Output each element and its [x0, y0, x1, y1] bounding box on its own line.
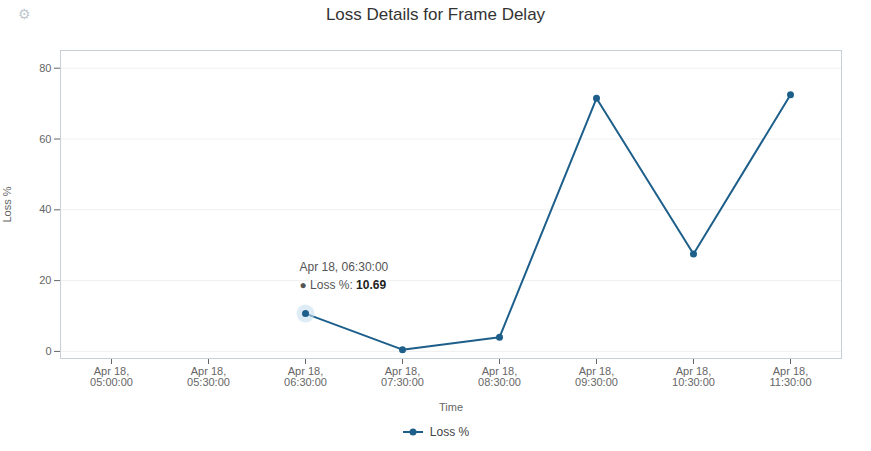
- svg-text:● Loss %:: ● Loss %:: [300, 278, 357, 292]
- svg-text:Apr 18, 06:30:00: Apr 18, 06:30:00: [300, 260, 389, 274]
- svg-text:0: 0: [45, 345, 51, 357]
- svg-text:Apr 18,07:30:00: Apr 18,07:30:00: [381, 365, 424, 388]
- svg-text:Apr 18,05:00:00: Apr 18,05:00:00: [90, 365, 133, 388]
- svg-text:80: 80: [39, 62, 51, 74]
- svg-text:10.69: 10.69: [356, 278, 386, 292]
- svg-text:40: 40: [39, 203, 51, 215]
- svg-text:Apr 18,11:30:00: Apr 18,11:30:00: [769, 365, 811, 388]
- svg-text:Apr 18,05:30:00: Apr 18,05:30:00: [187, 365, 230, 388]
- svg-text:Apr 18,09:30:00: Apr 18,09:30:00: [575, 365, 618, 388]
- svg-text:Time: Time: [439, 401, 463, 413]
- svg-text:20: 20: [39, 274, 51, 286]
- svg-text:Apr 18,08:30:00: Apr 18,08:30:00: [478, 365, 521, 388]
- html-text:Loss Details for Frame Delay: Loss Details for Frame Delay: [325, 5, 546, 24]
- svg-text:Loss %: Loss %: [1, 186, 13, 222]
- html-text:Loss %: Loss %: [429, 425, 470, 439]
- svg-text:60: 60: [39, 133, 51, 145]
- svg-text:Apr 18,10:30:00: Apr 18,10:30:00: [672, 365, 715, 388]
- svg-text:Apr 18,06:30:00: Apr 18,06:30:00: [284, 365, 327, 388]
